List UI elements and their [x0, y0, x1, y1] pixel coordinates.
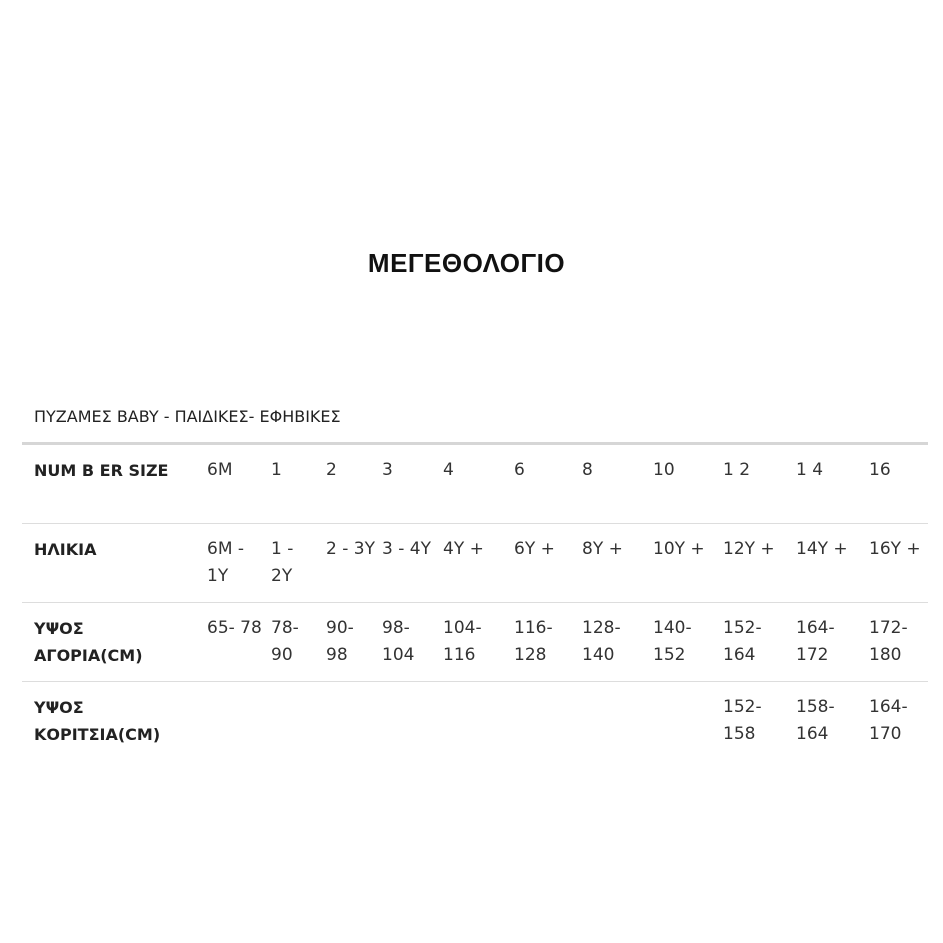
table-cell: 90- 98 — [326, 618, 354, 665]
table-cell: 152- 164 — [723, 618, 762, 665]
table-cell: 8 — [582, 460, 593, 480]
row-label: ΥΨΟΣ ΚΟΡΙΤΣΙΑ(CM) — [34, 698, 161, 744]
table-cell: 78- 90 — [271, 618, 299, 665]
table-cell: 10 — [653, 460, 675, 480]
table-cell: 152- 158 — [723, 697, 762, 744]
row-label: ΗΛΙΚΙΑ — [34, 540, 97, 559]
table-cell: 98- 104 — [382, 618, 415, 665]
table-cell: 1 4 — [796, 460, 824, 480]
table-cell: 6 — [514, 460, 525, 480]
table-cell: 1 — [271, 460, 282, 480]
table-header-divider — [22, 442, 928, 445]
table-cell: 65- 78 — [207, 618, 262, 638]
table-cell: 4Y + — [443, 539, 484, 559]
table-cell: 6Y + — [514, 539, 555, 559]
table-cell: 8Y + — [582, 539, 623, 559]
table-cell: 2 — [326, 460, 337, 480]
table-cell: 16Y + — [869, 539, 921, 559]
table-cell: 128- 140 — [582, 618, 621, 665]
table-cell: 10Y + — [653, 539, 705, 559]
page-title: ΜΕΓΕΘΟΛΟΓΙΟ — [367, 248, 566, 278]
table-cell: 164- 170 — [869, 697, 908, 744]
table-cell: 140- 152 — [653, 618, 692, 665]
table-cell: 104- 116 — [443, 618, 482, 665]
table-cell: 4 — [443, 460, 454, 480]
table-cell: 16 — [869, 460, 891, 480]
row-divider — [22, 681, 928, 682]
table-cell: 1 2 — [723, 460, 751, 480]
table-cell: 172- 180 — [869, 618, 908, 665]
table-cell: 12Y + — [723, 539, 775, 559]
table-cell: 116- 128 — [514, 618, 553, 665]
table-cell: 158- 164 — [796, 697, 835, 744]
table-cell: 2 - 3Y — [326, 539, 375, 559]
row-divider — [22, 523, 928, 524]
table-cell: 6M — [207, 460, 233, 480]
table-cell: 6M - 1Y — [207, 539, 245, 586]
row-label: ΥΨΟΣ ΑΓΟΡΙΑ(CM) — [34, 619, 143, 665]
table-cell: 3 - 4Y — [382, 539, 431, 559]
table-cell: 164- 172 — [796, 618, 835, 665]
row-divider — [22, 602, 928, 603]
table-caption: ΠΥΖΑΜΕΣ BABY - ΠΑΙΔΙΚΕΣ- ΕΦΗΒΙΚΕΣ — [34, 407, 341, 426]
table-cell: 1 - 2Y — [271, 539, 294, 586]
table-cell: 14Y + — [796, 539, 848, 559]
row-label: NUM B ER SIZE — [34, 461, 169, 480]
table-cell: 3 — [382, 460, 393, 480]
